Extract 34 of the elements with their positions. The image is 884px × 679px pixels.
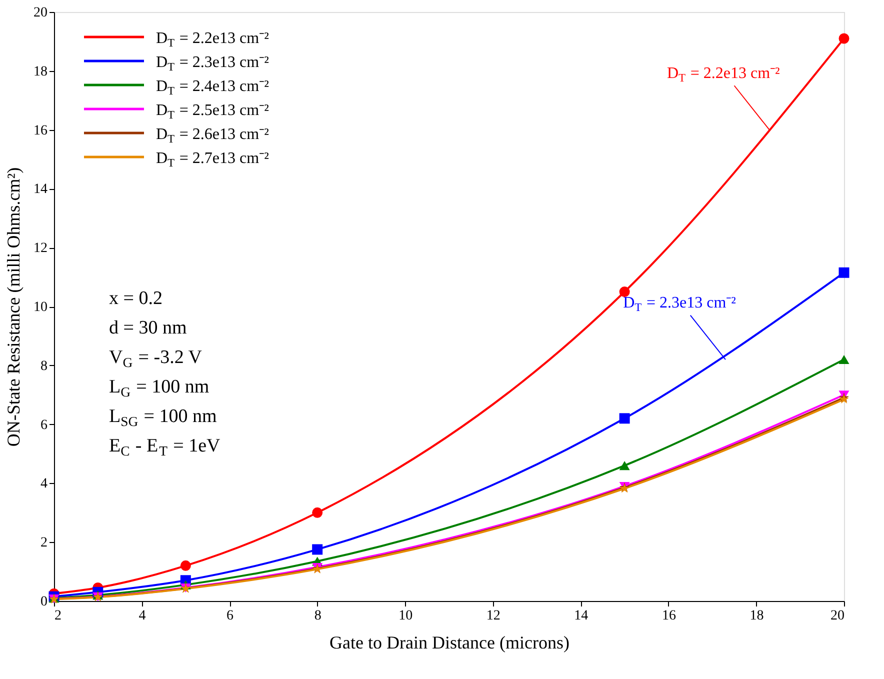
x-tick-label: 20 xyxy=(830,608,844,624)
y-tick-label: 20 xyxy=(34,6,48,20)
y-tick-label: 6 xyxy=(40,418,48,433)
y-tick-label: 0 xyxy=(40,594,48,610)
y-tick-label: 2 xyxy=(40,536,48,551)
point xyxy=(838,33,850,44)
point xyxy=(180,560,191,571)
point xyxy=(838,267,850,278)
annotation: d = 30 nm xyxy=(109,318,187,338)
x-tick-label: 16 xyxy=(662,608,676,624)
y-tick-label: 4 xyxy=(40,476,48,492)
x-tick-label: 8 xyxy=(314,608,322,624)
point xyxy=(619,413,630,424)
point xyxy=(312,544,323,555)
y-tick-label: 14 xyxy=(34,182,48,198)
point xyxy=(312,507,323,518)
x-tick-label: 14 xyxy=(574,608,588,624)
x-tick-label: 2 xyxy=(54,608,62,624)
y-tick-label: 12 xyxy=(34,241,48,256)
x-tick-label: 10 xyxy=(398,608,413,624)
y-axis-title: ON-State Resistance (milli Ohms.cm²) xyxy=(4,167,24,447)
point xyxy=(838,354,850,364)
x-tick-label: 6 xyxy=(226,608,234,624)
x-tick-label: 12 xyxy=(486,608,500,624)
y-tick-label: 16 xyxy=(34,123,48,138)
y-tick-label: 18 xyxy=(34,64,48,80)
point xyxy=(619,460,630,470)
annotation: x = 0.2 xyxy=(109,288,162,309)
x-tick-label: 4 xyxy=(138,608,146,624)
x-axis-title: Gate to Drain Distance (microns) xyxy=(330,632,570,652)
point xyxy=(619,286,630,298)
y-tick-label: 10 xyxy=(34,300,48,315)
y-tick-label: 8 xyxy=(40,358,48,374)
x-tick-label: 18 xyxy=(750,608,764,624)
